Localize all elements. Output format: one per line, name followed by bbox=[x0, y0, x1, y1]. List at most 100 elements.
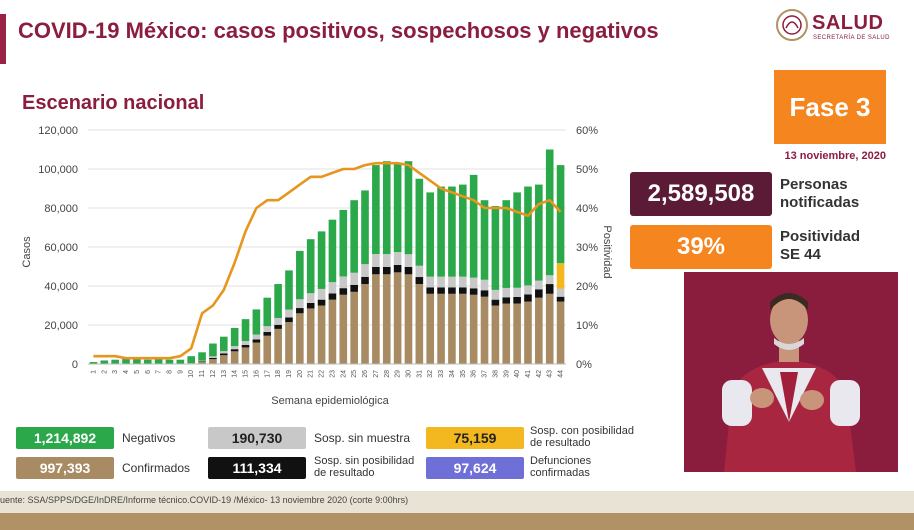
bar-segment bbox=[274, 317, 282, 325]
bar-segment bbox=[252, 309, 261, 335]
bar-segment bbox=[524, 285, 532, 295]
y2-tick-label: 30% bbox=[576, 242, 598, 254]
bar-segment bbox=[491, 289, 500, 300]
bar-segment bbox=[448, 287, 456, 294]
bar-segment bbox=[513, 303, 521, 364]
x-tick-label: 3 bbox=[112, 370, 119, 374]
bar-segment bbox=[285, 270, 293, 310]
bar-segment bbox=[361, 264, 369, 277]
bar-segment bbox=[458, 184, 467, 277]
bar-segment bbox=[209, 357, 217, 360]
bar-segment bbox=[219, 336, 228, 352]
bar-segment bbox=[458, 293, 467, 364]
positivity-box: 39% bbox=[630, 225, 772, 269]
bar-segment bbox=[89, 362, 98, 364]
bar-segment bbox=[219, 355, 228, 364]
bar-segment bbox=[263, 332, 272, 336]
bar-segment bbox=[306, 293, 315, 303]
bar-segment bbox=[404, 274, 413, 364]
bar-segment bbox=[513, 287, 521, 297]
legend-defunciones-line-2: confirmadas bbox=[530, 467, 590, 479]
logo-subtext: SECRETARÍA DE SALUD bbox=[813, 35, 890, 41]
bar-segment bbox=[263, 297, 272, 327]
bar-segment bbox=[415, 284, 424, 364]
positivity-label-line-1: Positividad bbox=[780, 228, 861, 245]
bar-segment bbox=[241, 344, 250, 348]
bar-segment bbox=[306, 302, 315, 309]
bar-segment bbox=[415, 265, 424, 278]
bar-segment bbox=[285, 322, 293, 364]
bar-segment bbox=[545, 293, 554, 364]
x-tick-label: 37 bbox=[482, 370, 489, 378]
bar-segment bbox=[426, 293, 435, 364]
y-tick-label: 0 bbox=[72, 359, 78, 371]
x-tick-label: 33 bbox=[438, 370, 445, 378]
y2-tick-label: 20% bbox=[576, 281, 598, 293]
bar-segment bbox=[382, 274, 391, 364]
salud-logo: SALUD SECRETARÍA DE SALUD bbox=[776, 8, 896, 48]
bar-segment bbox=[426, 287, 435, 294]
covid-cases-chart: 0 0% 20,000 10% 40,000 20% 60,000 30% 80,000 40% 1… bbox=[21, 125, 613, 407]
bar-segment bbox=[426, 276, 435, 288]
legend-confirmados-value: 997,393 bbox=[16, 457, 114, 479]
x-tick-label: 5 bbox=[134, 370, 141, 374]
bar-segment bbox=[469, 174, 478, 278]
x-tick-label: 31 bbox=[416, 370, 423, 378]
bar-segment bbox=[372, 266, 380, 275]
legend-con-posibilidad-label: Sosp. con posibilidad de resultado bbox=[530, 425, 634, 449]
bar-segment bbox=[491, 305, 500, 364]
notified-count-box: 2,589,508 bbox=[630, 172, 772, 216]
bar-segment bbox=[133, 359, 141, 364]
x-tick-label: 26 bbox=[362, 370, 369, 378]
fase-badge: Fase 3 bbox=[774, 70, 886, 144]
bar-segment bbox=[404, 254, 413, 267]
bar-segment bbox=[143, 359, 152, 364]
bar-segment bbox=[285, 317, 293, 323]
x-tick-label: 32 bbox=[427, 370, 434, 378]
x-axis-title: Semana epidemiológica bbox=[271, 395, 389, 407]
x-tick-label: 41 bbox=[525, 370, 532, 378]
bar-segment bbox=[513, 296, 521, 304]
bar-segment bbox=[198, 362, 206, 364]
bar-segment bbox=[306, 239, 315, 294]
bar-segment bbox=[480, 200, 489, 280]
bar-segment bbox=[252, 339, 261, 343]
bar-segment bbox=[361, 276, 369, 285]
sign-language-interpreter-video bbox=[684, 272, 898, 472]
logo-text: SALUD bbox=[812, 12, 884, 34]
bar-segment bbox=[241, 340, 250, 345]
legend-confirmados-label: Confirmados bbox=[122, 461, 191, 475]
x-tick-label: 43 bbox=[547, 370, 554, 378]
x-tick-label: 22 bbox=[319, 370, 326, 378]
legend-sin-muestra-value: 190,730 bbox=[208, 427, 306, 449]
y-tick-label: 60,000 bbox=[44, 242, 78, 254]
bar-segment bbox=[263, 335, 272, 364]
bar-segment bbox=[502, 303, 511, 364]
chart-line bbox=[93, 161, 562, 360]
bar-segment bbox=[241, 347, 250, 364]
legend-con-posibilidad-line-2: de resultado bbox=[530, 437, 591, 449]
bar-segment bbox=[393, 272, 402, 364]
bar-segment bbox=[502, 287, 511, 298]
bar-segment bbox=[198, 360, 206, 362]
bar-segment bbox=[241, 319, 250, 341]
bar-segment bbox=[230, 351, 239, 364]
bar-segment bbox=[448, 186, 456, 277]
x-tick-label: 10 bbox=[188, 370, 195, 378]
bar-segment bbox=[154, 359, 163, 364]
bar-segment bbox=[502, 297, 511, 304]
bar-segment bbox=[317, 288, 326, 300]
report-date: 13 noviembre, 2020 bbox=[784, 150, 886, 162]
x-tick-label: 2 bbox=[101, 370, 108, 374]
bar-segment bbox=[545, 149, 554, 276]
y2-axis-title: Positividad bbox=[601, 225, 613, 278]
bar-segment bbox=[317, 231, 326, 289]
page-title: COVID-19 México: casos positivos, sospec… bbox=[18, 18, 659, 43]
x-tick-label: 42 bbox=[536, 370, 543, 378]
bar-segment bbox=[535, 280, 543, 290]
y2-tick-label: 0% bbox=[576, 359, 592, 371]
chart-bars bbox=[89, 149, 565, 364]
legend-sin-muestra-label: Sosp. sin muestra bbox=[314, 431, 411, 445]
bar-segment bbox=[458, 287, 467, 294]
bar-segment bbox=[415, 178, 424, 266]
